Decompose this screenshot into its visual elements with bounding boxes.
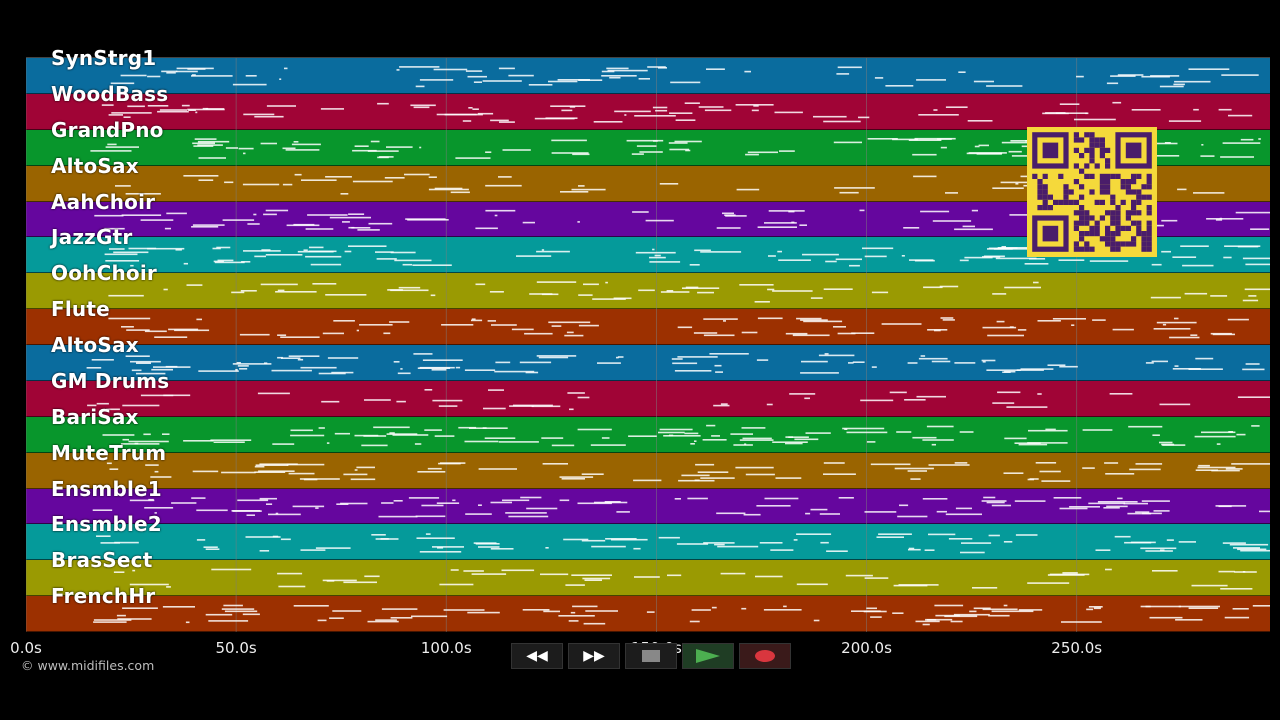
transport-controls: ◀◀ ▶▶ [511,643,791,669]
track-label: GM Drums [51,368,170,393]
track-label: BariSax [51,404,139,429]
track-label: AahChoir [51,189,156,214]
track-lane[interactable]: MuteTrum [26,441,1270,489]
track-notes [104,245,1270,267]
stop-button[interactable] [625,643,677,669]
track-notes [108,281,1270,303]
qr-code-image [1027,127,1157,257]
track-lane[interactable]: GM Drums [26,369,1270,417]
track-lane[interactable]: BariSax [26,405,1270,453]
play-icon [696,649,720,663]
track-label: Flute [51,297,110,322]
tick-label: 100.0s [420,639,472,657]
track-notes [93,604,1270,626]
track-lane[interactable]: WoodBass [26,82,1270,130]
tick-label: 200.0s [841,639,892,657]
track-notes [101,101,1253,123]
track-notes [96,533,1270,554]
track-notes [90,137,1261,159]
track-lane[interactable]: Ensmble2 [26,512,1270,561]
track-label: MuteTrum [51,440,167,465]
track-label: WoodBass [51,81,169,106]
track-notes [87,389,1270,411]
tick-label: 0.0s [10,639,42,657]
track-label: FrenchHr [51,584,156,609]
track-label: AltoSax [51,153,139,178]
track-lane[interactable]: BrasSect [26,548,1270,597]
track-label: Ensmble2 [51,512,162,537]
rewind-button[interactable]: ◀◀ [511,643,563,669]
track-notes [110,66,1259,88]
track-lane[interactable]: SynStrg1 [26,46,1270,94]
track-notes [108,317,1249,339]
track-lane[interactable]: AltoSax [26,333,1270,381]
track-notes [86,353,1265,375]
track-label: JazzGtr [51,225,133,250]
fast-forward-button[interactable]: ▶▶ [568,643,620,669]
roll-top-border [26,57,1270,58]
note-overlay [26,58,1270,632]
track-lane[interactable]: OohChoir [26,261,1270,310]
track-label: BrasSect [51,548,153,573]
track-label: OohChoir [51,261,157,286]
track-notes [106,462,1270,482]
track-label: SynStrg1 [51,46,157,70]
track-label: Ensmble1 [51,476,162,501]
track-notes [92,496,1270,518]
track-label: GrandPno [51,117,164,142]
track-lane[interactable]: Flute [26,297,1270,345]
copyright-text: © www.midifiles.com [21,658,155,673]
record-button[interactable] [739,643,791,669]
track-label: AltoSax [51,333,139,357]
track-lane[interactable]: Ensmble1 [26,477,1270,525]
play-button[interactable] [682,643,734,669]
tick-label: 50.0s [215,639,257,657]
track-notes [102,424,1260,447]
track-notes [113,568,1257,590]
tick-label: 250.0s [1051,639,1103,657]
record-icon [755,650,775,662]
stop-icon [642,650,660,662]
track-lane[interactable]: FrenchHr [26,584,1270,632]
